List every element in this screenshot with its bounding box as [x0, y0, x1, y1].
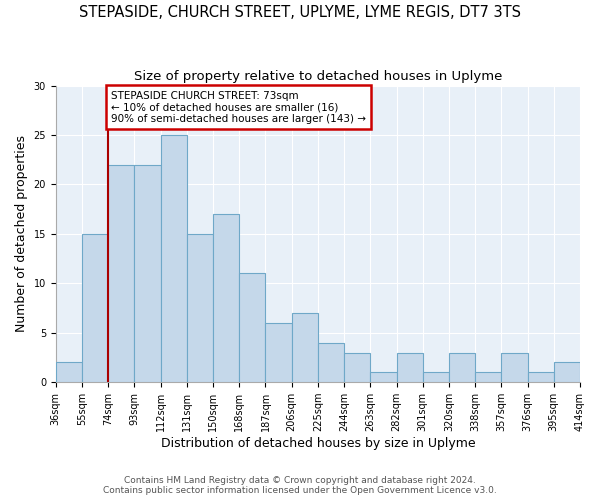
Bar [213, 214, 239, 382]
Bar [502, 352, 527, 382]
Text: STEPASIDE, CHURCH STREET, UPLYME, LYME REGIS, DT7 3TS: STEPASIDE, CHURCH STREET, UPLYME, LYME R… [79, 5, 521, 20]
Bar [82, 234, 108, 382]
Bar [318, 342, 344, 382]
Bar [423, 372, 449, 382]
Bar [134, 164, 161, 382]
Bar [527, 372, 554, 382]
X-axis label: Distribution of detached houses by size in Uplyme: Distribution of detached houses by size … [161, 437, 475, 450]
Bar [265, 323, 292, 382]
Bar [56, 362, 82, 382]
Bar [397, 352, 423, 382]
Bar [475, 372, 502, 382]
Y-axis label: Number of detached properties: Number of detached properties [15, 136, 28, 332]
Bar [554, 362, 580, 382]
Bar [161, 135, 187, 382]
Bar [449, 352, 475, 382]
Bar [292, 313, 318, 382]
Bar [370, 372, 397, 382]
Text: Contains HM Land Registry data © Crown copyright and database right 2024.
Contai: Contains HM Land Registry data © Crown c… [103, 476, 497, 495]
Bar [108, 164, 134, 382]
Text: STEPASIDE CHURCH STREET: 73sqm
← 10% of detached houses are smaller (16)
90% of : STEPASIDE CHURCH STREET: 73sqm ← 10% of … [111, 90, 366, 124]
Bar [239, 274, 265, 382]
Bar [187, 234, 213, 382]
Bar [344, 352, 370, 382]
Title: Size of property relative to detached houses in Uplyme: Size of property relative to detached ho… [134, 70, 502, 83]
